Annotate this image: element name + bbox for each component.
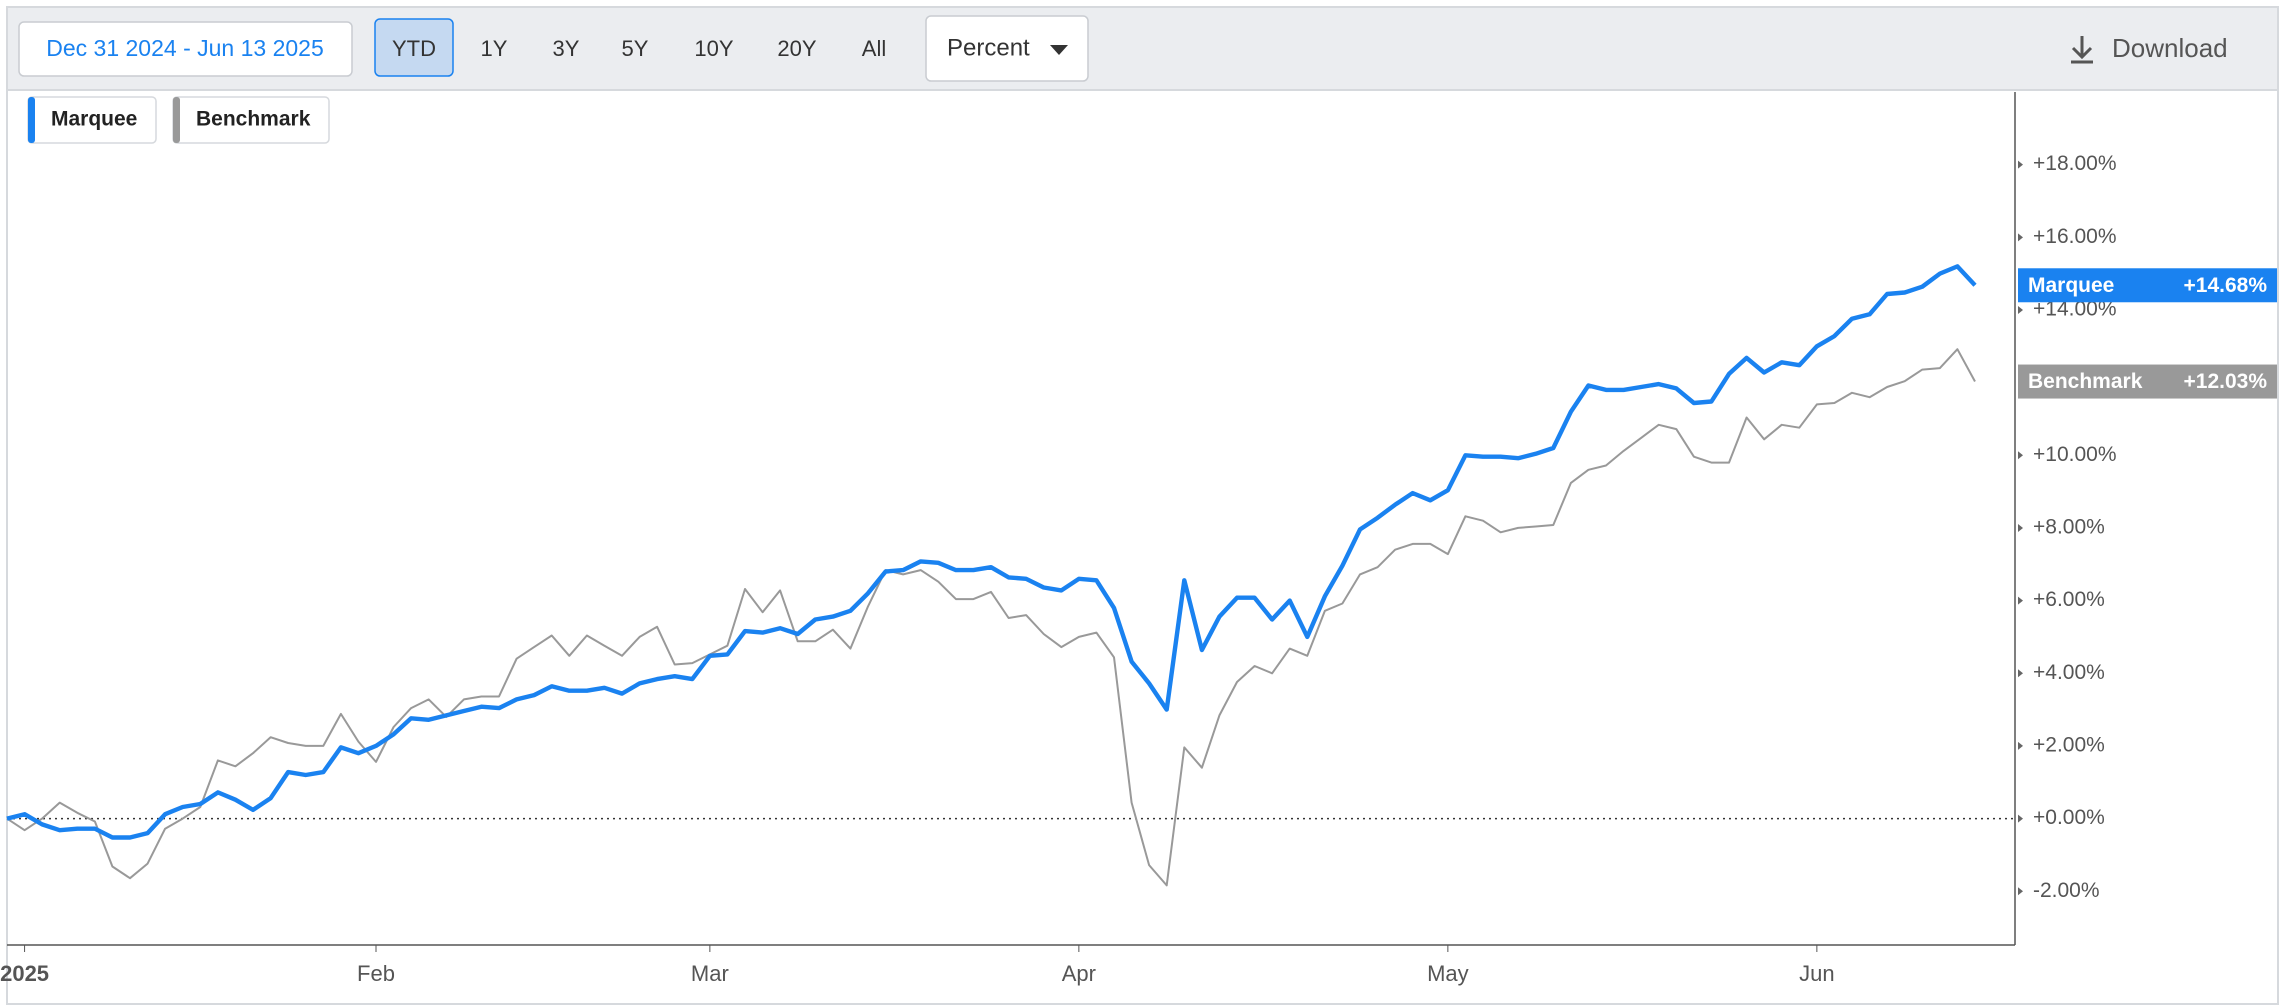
x-tick-label: Feb: [357, 961, 395, 986]
range-button[interactable]: 3Y: [553, 36, 580, 61]
range-button[interactable]: 20Y: [777, 36, 816, 61]
download-text[interactable]: Download: [2112, 33, 2228, 63]
mode-dropdown[interactable]: [925, 15, 1089, 82]
y-tick-mark: [2018, 160, 2023, 169]
x-tick-label: May: [1427, 961, 1469, 986]
date-range-text[interactable]: Dec 31 2024 - Jun 13 2025: [46, 35, 323, 61]
range-button[interactable]: 5Y: [622, 36, 649, 61]
end-label-box: [2018, 268, 2277, 303]
y-tick-label: +18.00%: [2033, 152, 2117, 175]
date-range-button[interactable]: [18, 21, 353, 77]
legend-label[interactable]: Benchmark: [196, 108, 311, 131]
range-button[interactable]: 1Y: [481, 36, 508, 61]
end-label-value: +12.03%: [2184, 370, 2268, 393]
y-tick-label: +4.00%: [2033, 661, 2105, 684]
legend-item[interactable]: Benchmark: [172, 96, 330, 144]
y-tick-mark: [2018, 596, 2023, 605]
y-tick-mark: [2018, 741, 2023, 750]
y-tick-mark: [2018, 523, 2023, 532]
download-icon[interactable]: [2071, 36, 2093, 64]
range-button[interactable]: YTD: [392, 36, 436, 61]
y-tick-label: +2.00%: [2033, 733, 2105, 756]
x-tick-label: Mar: [691, 961, 729, 986]
y-tick-mark: [2018, 814, 2023, 823]
x-tick-label: Apr: [1062, 961, 1096, 986]
dropdown-caret: [1050, 45, 1068, 55]
y-tick-label: +14.00%: [2033, 298, 2117, 321]
series-line: [6, 348, 1976, 887]
y-tick-label: +10.00%: [2033, 443, 2117, 466]
y-tick-mark: [2018, 451, 2023, 460]
legend-label[interactable]: Marquee: [51, 108, 137, 131]
y-tick-label: +8.00%: [2033, 515, 2105, 538]
legend-swatch: [28, 97, 35, 143]
y-tick-label: +0.00%: [2033, 806, 2105, 829]
y-tick-mark: [2018, 233, 2023, 242]
x-tick-label: 2025: [0, 961, 49, 986]
legend-swatch: [173, 97, 180, 143]
y-tick-mark: [2018, 305, 2023, 314]
y-tick-label: -2.00%: [2033, 879, 2100, 902]
end-label-name: Benchmark: [2028, 370, 2143, 393]
widget-frame: [6, 6, 2279, 1005]
series-line: [6, 264, 1977, 840]
y-tick-label: +6.00%: [2033, 588, 2105, 611]
mode-text[interactable]: Percent: [947, 34, 1030, 61]
end-label-box: [2018, 364, 2277, 399]
y-tick-mark: [2018, 669, 2023, 678]
y-tick-label: +16.00%: [2033, 225, 2117, 248]
range-button-selected[interactable]: [374, 18, 454, 77]
range-button[interactable]: All: [862, 36, 886, 61]
x-tick-label: Jun: [1799, 961, 1834, 986]
y-tick-mark: [2018, 887, 2023, 896]
end-label-name: Marquee: [2028, 274, 2114, 297]
range-button[interactable]: 10Y: [694, 36, 733, 61]
end-label-value: +14.68%: [2184, 274, 2268, 297]
legend-item[interactable]: Marquee: [27, 96, 157, 144]
